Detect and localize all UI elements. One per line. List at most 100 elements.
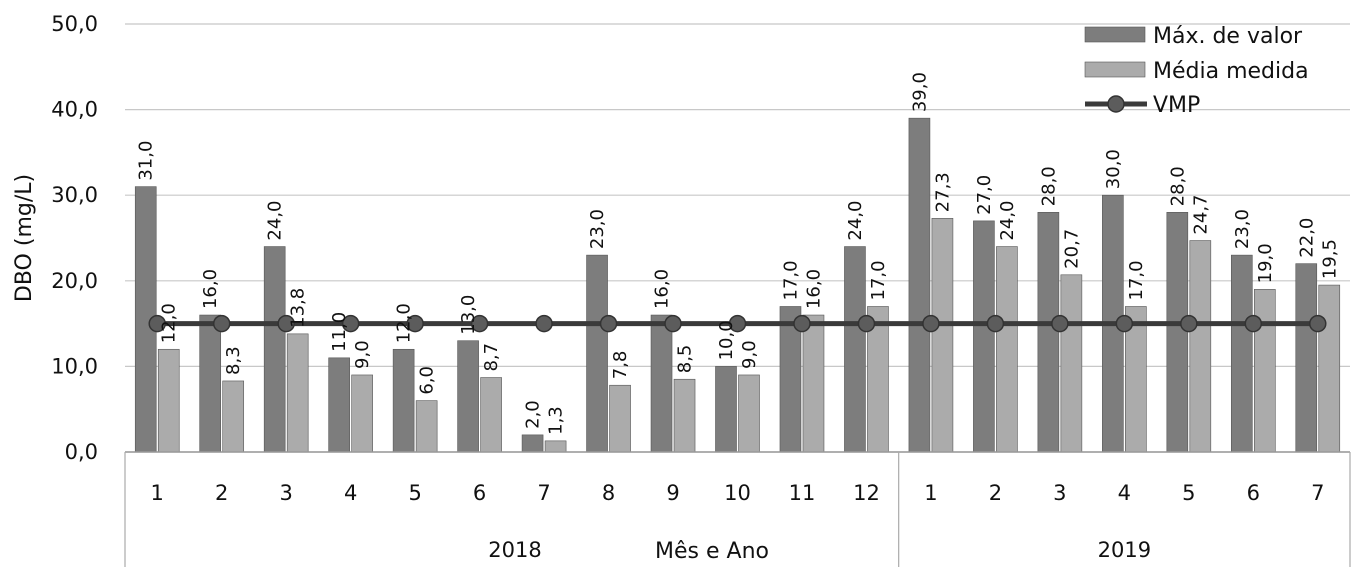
data-label: 24,0 [997,200,1018,240]
vmp-point [664,314,682,333]
legend-label: VMP [1153,93,1200,118]
data-label: 6,0 [417,366,438,395]
data-label: 8,7 [481,343,502,372]
legend-marker [1107,95,1125,113]
max-value-bar [521,434,544,453]
x-tick-label: 6 [1247,481,1260,505]
max-value-bar [650,314,673,453]
max-value-bar [1166,212,1189,453]
mean-bar [544,440,567,453]
vmp-point [599,314,618,333]
vmp-point [148,314,166,333]
data-label: 16,0 [200,269,221,309]
data-label: 12,0 [159,303,180,343]
mean-bar [802,314,825,453]
vmp-point [1309,314,1327,333]
y-axis: 0,0 10,0 20,0 30,0 40,0 50,0 [51,12,98,464]
data-label: 7,8 [610,351,631,380]
mean-bar [222,380,245,453]
mean-bar [1318,284,1341,453]
data-label: 9,0 [352,340,373,369]
bars [134,117,1341,453]
x-tick-label: 7 [537,481,550,505]
x-tick-label: 1 [924,481,937,505]
vmp-point [1180,314,1198,333]
data-label: 28,0 [1167,166,1188,206]
mean-bar [996,246,1018,453]
x-tick-label: 4 [1118,481,1131,505]
x-tick-label: 6 [473,481,486,505]
legend: Máx. de valor Média medida VMP [1084,24,1309,118]
data-label: 24,0 [265,200,286,240]
vmp-point [857,314,876,333]
mean-bar [931,218,954,453]
mean-bar [738,374,760,453]
x-tick-label: 1 [151,481,164,505]
data-label: 13,0 [458,295,479,335]
data-label: 8,5 [675,345,696,374]
x-tick-label: 5 [1182,481,1195,505]
data-label: 12,0 [394,303,415,343]
data-label: 2,0 [523,400,544,429]
data-label: 31,0 [136,141,157,181]
y-tick-label: 20,0 [51,269,98,293]
max-value-bar [457,340,479,453]
data-label: 10,0 [716,320,737,360]
x-axis-title: Mês e Ano [655,539,769,564]
vmp-point [277,314,295,333]
max-value-bar [844,246,866,453]
x-tick-label: 11 [789,481,816,505]
max-value-bar [328,357,350,453]
x-tick-label: 4 [344,481,357,505]
max-value-bar [586,254,608,453]
mean-bar [157,348,180,453]
y-tick-label: 40,0 [51,98,98,122]
y-axis-title: DBO (mg/L) [12,174,37,302]
legend-swatch [1084,61,1146,78]
x-tick-label: 10 [724,481,751,505]
legend-label: Máx. de valor [1153,24,1303,49]
vmp-point [406,314,424,333]
legend-label: Média medida [1153,59,1309,84]
data-label: 9,0 [739,340,760,369]
gridlines [125,23,1350,453]
max-value-bar [908,117,931,453]
vmp-point [212,314,231,333]
vmp-point [1051,314,1069,333]
mean-bar [1189,240,1212,453]
mean-bar [415,400,438,453]
data-label: 17,0 [1126,260,1147,300]
data-label: 39,0 [909,72,930,112]
y-tick-label: 30,0 [51,183,98,207]
data-label: 17,0 [868,260,889,300]
max-value-bar [263,246,286,453]
data-label: 24,0 [845,200,866,240]
vmp-point [922,314,940,333]
data-label: 30,0 [1103,149,1124,189]
vmp-point [793,314,811,333]
x-tick-label: 9 [666,481,679,505]
data-label: 11,0 [329,312,350,352]
vmp-point [986,314,1005,333]
data-label: 27,0 [974,175,995,215]
max-value-bar [1295,263,1318,453]
data-label: 19,5 [1319,239,1340,279]
vmp-point [470,314,489,333]
x-tick-label: 12 [853,481,880,505]
mean-bar [1060,274,1083,453]
mean-bar [351,374,373,453]
group-label: 2019 [1098,538,1151,562]
data-label: 24,7 [1190,194,1211,234]
y-tick-label: 0,0 [65,440,98,464]
mean-bar [673,378,696,453]
data-label: 8,3 [223,346,244,375]
data-label: 27,3 [932,172,953,212]
max-value-bar [715,366,737,453]
data-label: 1,3 [546,406,567,435]
x-tick-label: 3 [1053,481,1066,505]
data-label: 13,8 [288,288,309,328]
vmp-point [1244,314,1263,333]
vmp-point [1115,314,1134,333]
